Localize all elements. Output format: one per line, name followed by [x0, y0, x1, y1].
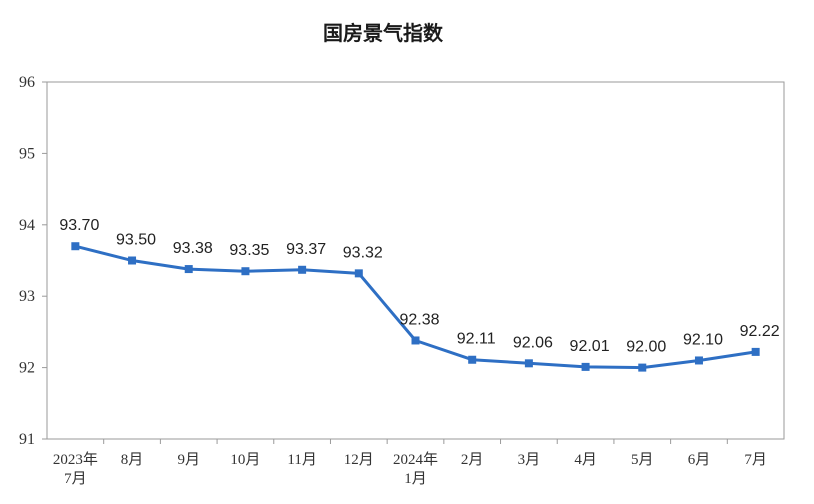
data-point-marker [468, 355, 477, 364]
x-tick-label: 1月 [404, 471, 427, 487]
chart-title: 国房景气指数 [323, 21, 444, 45]
data-label: 92.06 [513, 334, 553, 351]
x-tick-label: 10月 [230, 452, 260, 468]
x-tick-label: 8月 [121, 452, 144, 468]
data-labels: 93.70 93.50 93.38 93.35 93.37 93.32 92.38 92.11… [59, 217, 779, 355]
data-label: 92.11 [457, 331, 496, 348]
data-point-marker [184, 265, 193, 274]
x-axis: 2023年 7月 8月 9月 10月 11月 12月 2024年 1月 2月 3月 4月 5月 6月 7月 [53, 439, 767, 487]
y-tick-label: 93 [19, 288, 35, 305]
y-tick-label: 95 [19, 145, 35, 162]
data-label: 92.10 [683, 331, 723, 348]
y-axis: 91 92 93 94 95 96 [19, 74, 47, 448]
x-tick-label: 2023年 [53, 451, 98, 468]
x-tick-label: 7月 [744, 452, 767, 468]
data-label: 93.38 [173, 240, 213, 257]
x-tick-label: 2024年 [393, 451, 438, 468]
data-point-marker [411, 336, 420, 345]
data-point-marker [524, 359, 533, 368]
x-tick-label: 4月 [574, 452, 597, 468]
x-tick-label: 9月 [177, 452, 200, 468]
y-tick-label: 94 [19, 217, 35, 234]
x-tick-label: 2月 [461, 452, 484, 468]
data-label: 92.00 [626, 339, 666, 356]
data-label: 92.38 [399, 311, 439, 328]
data-point-marker [128, 256, 137, 265]
x-tick-label: 6月 [688, 452, 711, 468]
x-tick-label: 11月 [287, 452, 316, 468]
data-point-marker [241, 267, 250, 276]
data-label: 92.22 [740, 323, 780, 340]
data-point-marker [694, 356, 703, 365]
y-tick-label: 92 [19, 360, 35, 377]
y-tick-label: 91 [19, 431, 35, 448]
x-tick-label: 12月 [344, 452, 374, 468]
data-label: 92.01 [570, 338, 610, 355]
data-point-marker [298, 265, 307, 274]
x-tick-label: 7月 [64, 471, 87, 487]
data-point-marker [638, 363, 647, 372]
series-line-group [71, 242, 760, 372]
x-tick-label: 5月 [631, 452, 654, 468]
plot-frame [46, 81, 785, 440]
data-point-marker [581, 362, 590, 371]
data-label: 93.37 [286, 241, 326, 258]
data-label: 93.50 [116, 232, 156, 249]
data-label: 93.70 [59, 217, 99, 234]
data-label: 93.35 [229, 242, 269, 259]
data-label: 93.32 [343, 244, 383, 261]
data-point-marker [354, 269, 363, 278]
x-tick-label: 3月 [518, 452, 541, 468]
data-point-marker [71, 242, 80, 251]
data-point-marker [751, 347, 760, 356]
y-tick-label: 96 [19, 74, 35, 91]
